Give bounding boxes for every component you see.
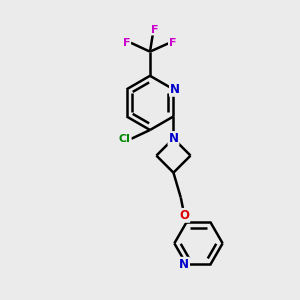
Text: F: F xyxy=(169,38,176,48)
Text: N: N xyxy=(169,132,178,145)
Text: N: N xyxy=(170,83,180,96)
Text: F: F xyxy=(123,38,130,48)
Text: O: O xyxy=(179,209,189,222)
Text: F: F xyxy=(151,25,158,34)
Text: Cl: Cl xyxy=(119,134,131,144)
Text: N: N xyxy=(179,258,189,271)
